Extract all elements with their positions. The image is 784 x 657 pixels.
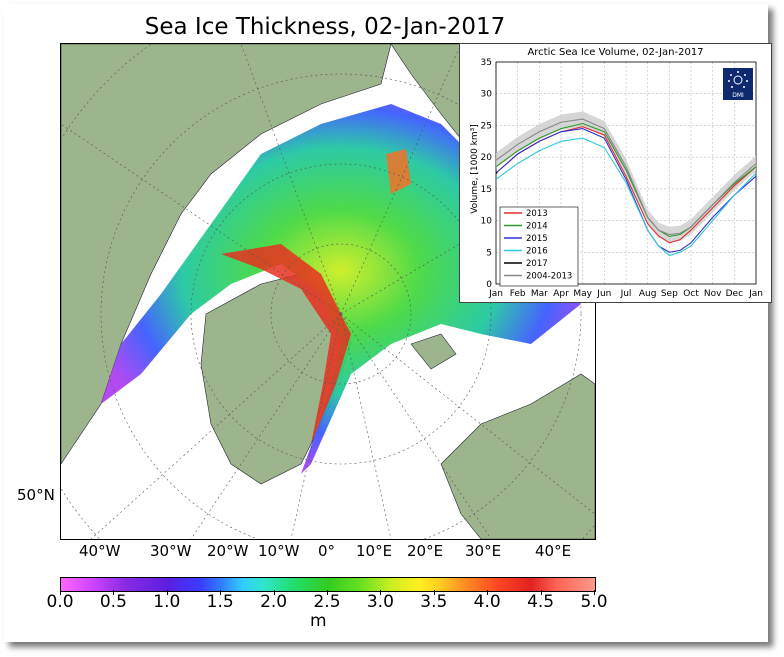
volume-inset-chart: Arctic Sea Ice Volume, 02-Jan-2017 Volum… xyxy=(459,43,772,303)
x-tick-label: Mar xyxy=(531,289,548,299)
x-tick-label: Aug xyxy=(639,289,657,299)
x-tick-label: Dec xyxy=(726,289,743,299)
colorbar-tick-label: 2.0 xyxy=(260,592,288,612)
lon-label: 20°W xyxy=(207,542,249,560)
x-tick-label: May xyxy=(573,289,592,299)
y-tick-label: 15 xyxy=(481,185,492,195)
x-tick-label: Jan xyxy=(488,289,503,299)
lon-label: 40°E xyxy=(535,542,572,560)
colorbar-unit: m xyxy=(310,611,327,631)
colorbar-tick xyxy=(327,590,328,595)
figure-title: Sea Ice Thickness, 02-Jan-2017 xyxy=(144,14,506,40)
legend-box xyxy=(499,206,579,287)
colorbar-tick xyxy=(273,590,275,595)
colorbar-tick xyxy=(433,590,435,595)
series-line-2004-2013 xyxy=(495,118,757,236)
colorbar-tick-label: 3.0 xyxy=(366,592,394,612)
series-line-2016 xyxy=(495,137,757,257)
land-svalbard xyxy=(410,333,457,370)
y-tick-label: 25 xyxy=(481,121,492,131)
colorbar-tick xyxy=(487,590,489,595)
colorbar-tick-label: 5.0 xyxy=(580,592,608,612)
thick-ice-siberian xyxy=(386,149,411,194)
x-tick-label: Oct xyxy=(683,289,699,299)
x-tick-label: Jun xyxy=(596,289,611,299)
y-tick-label: 0 xyxy=(486,280,492,290)
colorbar xyxy=(60,577,596,592)
land-scandinavia xyxy=(440,373,595,539)
dmi-logo-text: DMI xyxy=(732,92,744,99)
x-tick-label: Jul xyxy=(620,289,632,299)
lon-label: 20°E xyxy=(407,542,444,560)
y-tick-label: 10 xyxy=(481,217,493,227)
lon-label: 40°W xyxy=(79,542,121,560)
colorbar-tick xyxy=(594,590,595,595)
lat-label-50n: 50°N xyxy=(17,486,55,504)
colorbar-tick xyxy=(166,590,168,595)
colorbar-tick-label: 4.5 xyxy=(527,592,555,612)
lon-label: 10°E xyxy=(356,542,393,560)
dmi-logo: DMI xyxy=(723,68,753,100)
x-tick-label: Jan xyxy=(748,289,763,299)
colorbar-tick-label: 2.5 xyxy=(313,592,341,612)
legend-label: 2014 xyxy=(526,222,548,232)
land-canada-alaska xyxy=(61,44,392,465)
x-tick-label: Apr xyxy=(553,289,569,299)
x-tick-label: Sep xyxy=(661,289,678,299)
crown-icon xyxy=(728,71,748,88)
colorbar-tick xyxy=(220,590,222,595)
colorbar-tick-label: 4.0 xyxy=(473,592,501,612)
x-tick-label: Feb xyxy=(510,289,526,299)
lon-label: 10°W xyxy=(258,542,300,560)
colorbar-tick xyxy=(113,590,115,595)
legend-label: 2013 xyxy=(526,209,548,219)
y-tick-label: 5 xyxy=(486,248,492,258)
colorbar-tick-label: 0.0 xyxy=(46,592,74,612)
legend-label: 2015 xyxy=(526,234,548,244)
y-tick-label: 30 xyxy=(481,90,493,100)
colorbar-tick xyxy=(540,590,542,595)
colorbar-tick xyxy=(60,590,61,595)
colorbar-tick xyxy=(380,590,382,595)
legend-label: 2016 xyxy=(526,247,548,257)
colorbar-tick-label: 1.0 xyxy=(153,592,181,612)
lon-label: 30°E xyxy=(465,542,502,560)
lon-label: 30°W xyxy=(150,542,192,560)
colorbar-tick-label: 3.5 xyxy=(420,592,448,612)
legend-label: 2004-2013 xyxy=(526,272,572,282)
legend-label: 2017 xyxy=(526,259,548,269)
y-tick-label: 35 xyxy=(481,58,492,68)
x-tick-label: Nov xyxy=(704,289,722,299)
lon-label: 0° xyxy=(318,542,336,560)
y-tick-label: 20 xyxy=(481,153,493,163)
chart-svg: 0 5 10 15 20 25 30 35 Jan Feb Mar Apr May Jun Jul Aug Se… xyxy=(481,58,763,299)
colorbar-tick-label: 0.5 xyxy=(99,592,127,612)
thick-ice-ridge xyxy=(221,244,351,444)
series-line-2017 xyxy=(495,171,498,174)
chart-title: Arctic Sea Ice Volume, 02-Jan-2017 xyxy=(527,47,704,58)
colorbar-tick-label: 1.5 xyxy=(206,592,234,612)
